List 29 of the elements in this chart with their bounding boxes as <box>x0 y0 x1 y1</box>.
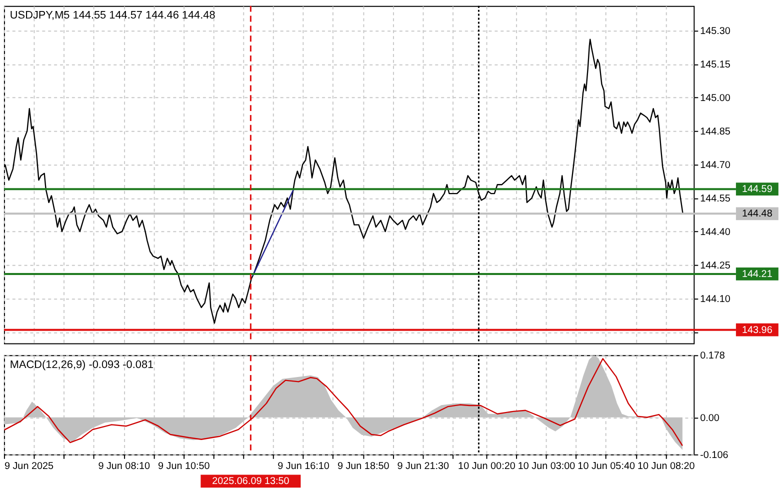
x-tick-label: 9 Jun 10:50 <box>158 460 210 472</box>
y-tick-label: 144.40 <box>700 227 731 238</box>
x-tick-label: 10 Jun 00:20 <box>458 460 516 472</box>
x-tick-label: 9 Jun 2025 <box>4 460 54 472</box>
chart-title: USDJPY,M5 144.55 144.57 144.46 144.48 <box>10 10 216 22</box>
y-tick-label: 145.15 <box>700 59 731 70</box>
ref-line-label: 144.48 <box>742 208 773 220</box>
x-tick-label: 10 Jun 03:00 <box>518 460 576 472</box>
y-tick-label: -0.106 <box>700 450 729 461</box>
y-tick-label: 144.85 <box>700 126 731 138</box>
y-tick-label: 0.178 <box>700 350 726 362</box>
ref-line-label: 2025.06.09 13:50 <box>212 476 290 488</box>
y-tick-label: 145.00 <box>700 92 731 104</box>
y-tick-label: 145.30 <box>700 26 731 37</box>
ref-line-label: 143.96 <box>742 324 773 336</box>
ref-line-label: 144.59 <box>742 184 773 196</box>
y-tick-label: 0.00 <box>700 412 720 424</box>
x-tick-label: 9 Jun 21:30 <box>397 460 450 472</box>
y-tick-label: 144.10 <box>700 294 731 306</box>
y-tick-label: 144.55 <box>700 193 731 204</box>
x-tick-label: 10 Jun 08:20 <box>637 460 696 472</box>
x-tick-label: 9 Jun 18:50 <box>337 460 390 472</box>
ref-line-label: 144.21 <box>742 268 773 280</box>
y-tick-label: 144.70 <box>700 160 731 171</box>
x-tick-label: 9 Jun 08:10 <box>98 460 150 472</box>
y-tick-label: 144.25 <box>700 260 731 272</box>
chart-title: MACD(12,26,9) -0.093 -0.081 <box>10 359 154 372</box>
x-tick-label: 9 Jun 16:10 <box>278 460 330 472</box>
x-tick-label: 10 Jun 05:40 <box>578 460 636 472</box>
